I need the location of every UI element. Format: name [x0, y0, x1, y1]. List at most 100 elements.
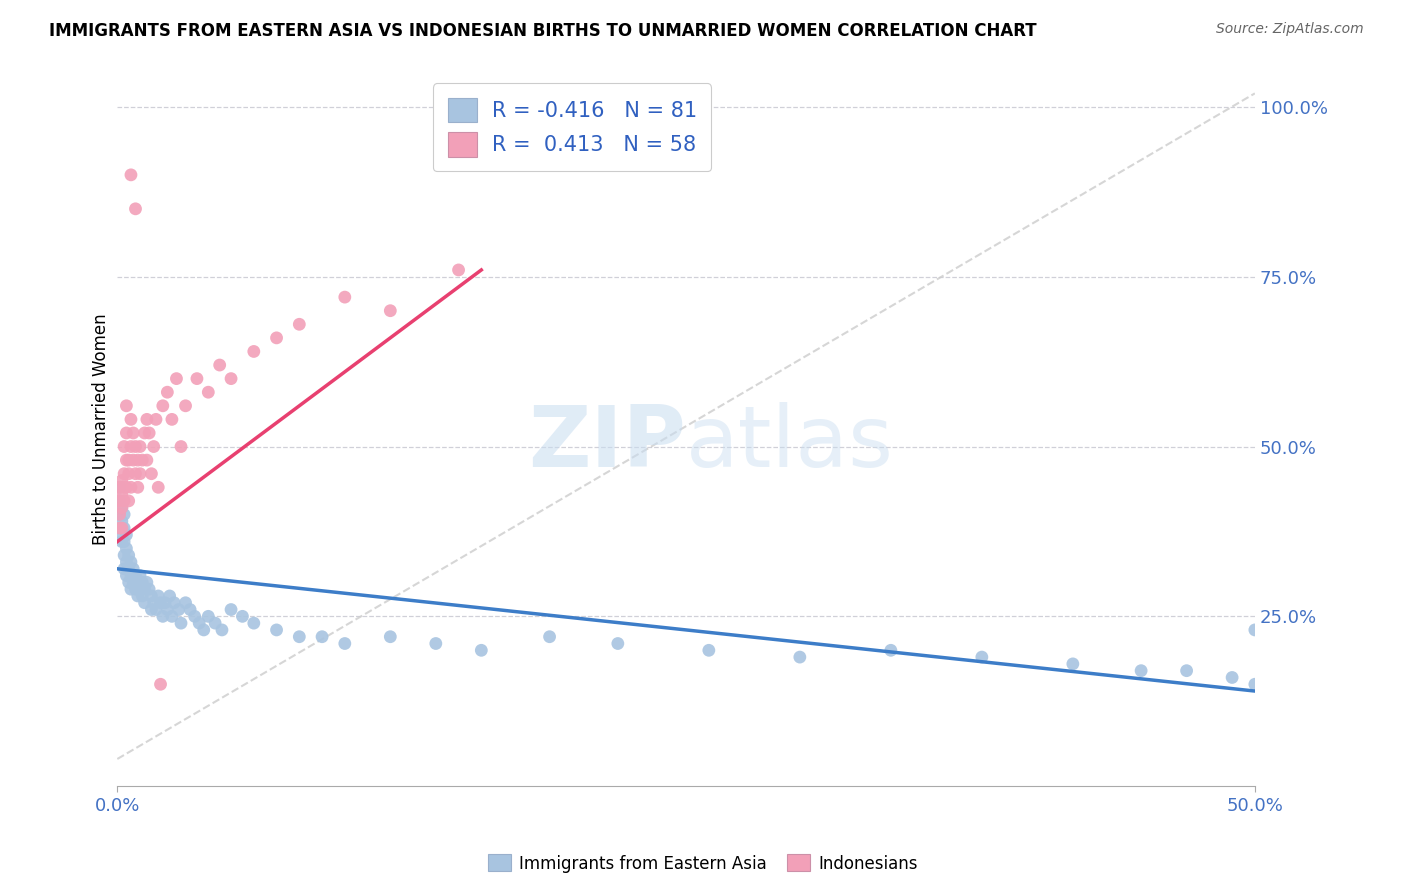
Point [124, 568, 146, 582]
Point [115, 568, 138, 582]
Point [170, 440, 193, 454]
Point [120, 582, 142, 597]
Point [880, 643, 903, 657]
Point [115, 541, 138, 556]
Point [219, 371, 242, 385]
Point [134, 596, 156, 610]
Point [148, 480, 170, 494]
Point [149, 596, 172, 610]
Point [160, 412, 183, 426]
Point [380, 303, 402, 318]
Point [108, 521, 131, 535]
Point [108, 494, 131, 508]
Point [112, 534, 135, 549]
Point [131, 589, 153, 603]
Point [170, 616, 193, 631]
Point [193, 623, 215, 637]
Text: atlas: atlas [686, 402, 894, 485]
Point [179, 602, 201, 616]
Point [111, 514, 134, 528]
Point [1220, 670, 1243, 684]
Legend: R = -0.416   N = 81, R =  0.413   N = 58: R = -0.416 N = 81, R = 0.413 N = 58 [433, 83, 711, 171]
Point [112, 508, 135, 522]
Point [112, 480, 135, 494]
Point [108, 508, 131, 522]
Point [288, 318, 311, 332]
Point [167, 602, 190, 616]
Point [134, 582, 156, 597]
Point [174, 596, 197, 610]
Point [135, 453, 157, 467]
Point [145, 602, 167, 616]
Point [111, 500, 134, 515]
Point [231, 609, 253, 624]
Point [111, 474, 134, 488]
Point [115, 555, 138, 569]
Point [208, 358, 231, 372]
Point [311, 630, 333, 644]
Point [333, 290, 356, 304]
Point [120, 480, 142, 494]
Point [131, 453, 153, 467]
Point [138, 582, 160, 597]
Point [153, 596, 176, 610]
Point [166, 371, 188, 385]
Point [145, 412, 167, 426]
Point [138, 425, 160, 440]
Point [122, 562, 145, 576]
Point [127, 589, 149, 603]
Point [120, 440, 142, 454]
Point [108, 480, 131, 494]
Point [122, 425, 145, 440]
Point [124, 202, 146, 216]
Point [697, 643, 720, 657]
Point [115, 399, 138, 413]
Point [135, 575, 157, 590]
Point [120, 568, 142, 582]
Point [1244, 623, 1267, 637]
Point [204, 616, 226, 631]
Point [156, 602, 179, 616]
Point [124, 440, 146, 454]
Point [131, 575, 153, 590]
Point [447, 263, 470, 277]
Legend: Immigrants from Eastern Asia, Indonesians: Immigrants from Eastern Asia, Indonesian… [481, 847, 925, 880]
Text: IMMIGRANTS FROM EASTERN ASIA VS INDONESIAN BIRTHS TO UNMARRIED WOMEN CORRELATION: IMMIGRANTS FROM EASTERN ASIA VS INDONESI… [49, 22, 1036, 40]
Point [120, 412, 142, 426]
Point [141, 602, 163, 616]
Point [118, 548, 141, 562]
Point [129, 467, 152, 481]
Point [112, 494, 135, 508]
Point [152, 609, 174, 624]
Point [118, 467, 141, 481]
Point [141, 467, 163, 481]
Point [197, 609, 219, 624]
Point [160, 609, 183, 624]
Point [122, 453, 145, 467]
Point [124, 467, 146, 481]
Point [127, 480, 149, 494]
Point [183, 609, 205, 624]
Point [159, 589, 181, 603]
Point [115, 425, 138, 440]
Point [127, 575, 149, 590]
Point [111, 500, 134, 515]
Point [118, 453, 141, 467]
Point [219, 602, 242, 616]
Point [135, 412, 157, 426]
Point [115, 453, 138, 467]
Point [266, 623, 288, 637]
Point [142, 596, 165, 610]
Point [174, 399, 197, 413]
Point [118, 562, 141, 576]
Point [141, 589, 163, 603]
Point [211, 623, 233, 637]
Point [470, 643, 492, 657]
Point [148, 589, 170, 603]
Point [115, 480, 138, 494]
Point [112, 562, 135, 576]
Point [108, 494, 131, 508]
Point [111, 521, 134, 535]
Point [425, 636, 447, 650]
Y-axis label: Births to Unmarried Women: Births to Unmarried Women [93, 314, 110, 545]
